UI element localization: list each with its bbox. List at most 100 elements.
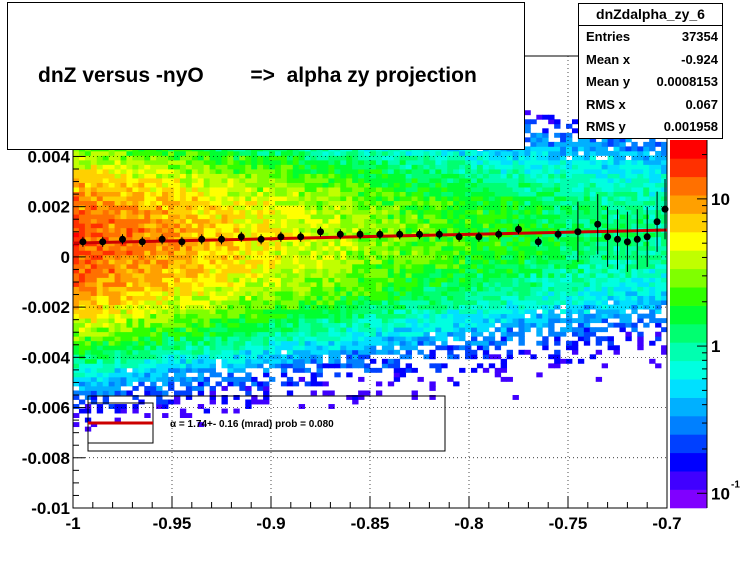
heatmap-cell — [375, 313, 383, 319]
heatmap-cell — [554, 291, 561, 296]
heatmap-cell — [542, 295, 549, 301]
heatmap-cell — [393, 187, 401, 192]
heatmap-cell — [84, 164, 92, 170]
heatmap-cell — [215, 340, 222, 346]
heatmap-cell — [96, 331, 104, 337]
heatmap-cell — [73, 178, 80, 183]
heatmap-cell — [358, 223, 365, 229]
heatmap-cell — [411, 155, 418, 161]
heatmap-cell — [328, 173, 335, 179]
heatmap-cell — [488, 250, 496, 256]
heatmap-cell — [423, 159, 430, 165]
heatmap-cell — [488, 164, 496, 170]
heatmap-cell — [316, 150, 323, 156]
heatmap-cell — [399, 200, 407, 206]
heatmap-cell — [102, 236, 110, 242]
heatmap-cell — [494, 245, 502, 251]
heatmap-cell — [375, 309, 383, 315]
heatmap-cell — [156, 358, 163, 364]
heatmap-cell — [304, 318, 311, 324]
heatmap-cell — [453, 254, 460, 260]
heatmap-cell — [304, 250, 311, 256]
heatmap-cell — [423, 205, 430, 211]
heatmap-cell — [292, 227, 300, 233]
heatmap-cell — [221, 395, 228, 400]
heatmap-cell — [322, 200, 329, 206]
heatmap-cell — [108, 155, 115, 161]
heatmap-cell — [524, 123, 531, 129]
heatmap-cell — [447, 187, 454, 192]
heatmap-cell — [102, 223, 110, 229]
heatmap-cell — [203, 291, 211, 296]
heatmap-cell — [239, 340, 246, 346]
heatmap-cell — [542, 309, 549, 315]
heatmap-cell — [257, 291, 264, 296]
heatmap-cell — [191, 173, 199, 179]
heatmap-cell — [84, 345, 92, 351]
heatmap-cell — [156, 227, 163, 233]
heatmap-cell — [488, 331, 496, 337]
heatmap-cell — [346, 236, 353, 242]
heatmap-cell — [221, 205, 228, 211]
heatmap-cell — [90, 318, 98, 324]
heatmap-cell — [263, 286, 270, 292]
heatmap-cell — [417, 349, 424, 355]
heatmap-cell — [524, 263, 531, 269]
heatmap-cell — [138, 173, 145, 179]
heatmap-cell — [90, 169, 98, 174]
heatmap-cell — [328, 336, 335, 342]
heatmap-cell — [334, 173, 341, 179]
heatmap-cell — [571, 327, 579, 333]
heatmap-cell — [500, 223, 508, 229]
heatmap-cell — [441, 286, 448, 292]
heatmap-cell — [560, 187, 567, 192]
heatmap-cell — [405, 309, 412, 315]
heatmap-cell — [96, 173, 104, 179]
heatmap-cell — [482, 209, 490, 215]
heatmap-cell — [179, 277, 187, 283]
heatmap-cell — [108, 349, 115, 355]
heatmap-cell — [358, 363, 365, 369]
heatmap-cell — [465, 245, 472, 251]
heatmap-cell — [441, 282, 448, 287]
heatmap-cell — [560, 331, 567, 337]
heatmap-cell — [263, 340, 270, 346]
heatmap-cell — [221, 277, 228, 283]
heatmap-cell — [280, 178, 288, 183]
heatmap-cell — [286, 286, 294, 292]
heatmap-cell — [393, 309, 401, 315]
heatmap-cell — [78, 336, 86, 342]
heatmap-cell — [120, 191, 127, 197]
heatmap-cell — [221, 376, 228, 382]
heatmap-cell — [577, 254, 585, 260]
heatmap-cell — [209, 223, 216, 229]
heatmap-cell — [102, 381, 110, 387]
heatmap-cell — [96, 227, 104, 233]
heatmap-cell — [215, 300, 222, 305]
heatmap-cell — [280, 309, 288, 315]
heatmap-cell — [102, 254, 110, 260]
heatmap-cell — [577, 322, 585, 328]
heatmap-cell — [411, 236, 418, 242]
heatmap-cell — [554, 254, 561, 260]
heatmap-cell — [179, 336, 187, 342]
heatmap-cell — [465, 209, 472, 215]
heatmap-cell — [173, 223, 181, 229]
heatmap-cell — [102, 150, 110, 156]
heatmap-cell — [506, 336, 513, 342]
heatmap-cell — [78, 218, 86, 224]
heatmap-cell — [470, 164, 478, 170]
heatmap-cell — [500, 178, 508, 183]
heatmap-cell — [417, 340, 424, 346]
heatmap-cell — [340, 336, 347, 342]
heatmap-cell — [280, 313, 288, 319]
heatmap-cell — [542, 300, 549, 305]
heatmap-cell — [209, 300, 216, 305]
heatmap-cell — [269, 304, 276, 310]
heatmap-cell — [387, 304, 395, 310]
heatmap-cell — [173, 272, 181, 278]
heatmap-cell — [530, 272, 537, 278]
heatmap-cell — [459, 331, 466, 337]
heatmap-cell — [423, 182, 430, 188]
heatmap-cell — [423, 300, 430, 305]
